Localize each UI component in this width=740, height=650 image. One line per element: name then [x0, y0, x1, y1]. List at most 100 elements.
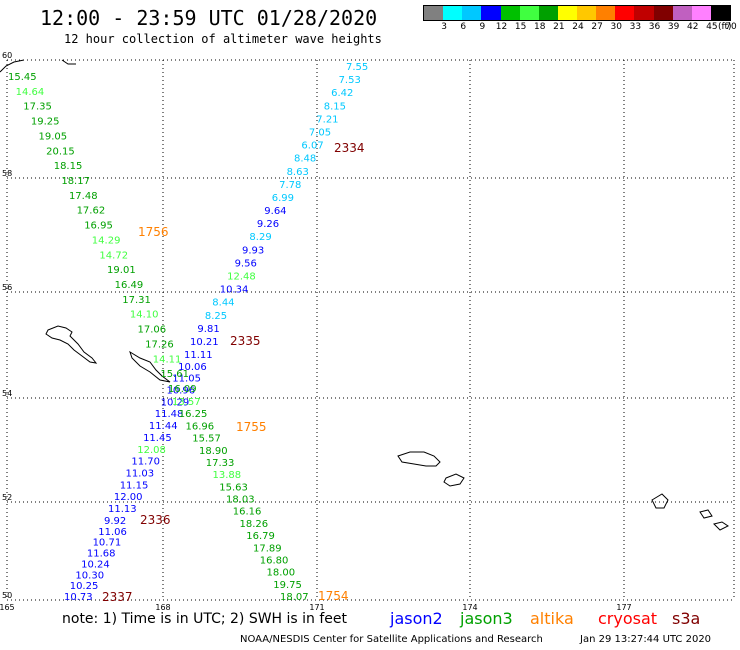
wave-height-value: 8.44 — [212, 298, 234, 309]
colorbar-swatch — [462, 6, 482, 20]
colorbar-label: 24 — [572, 22, 584, 32]
wave-height-value: 18.90 — [199, 446, 228, 457]
pass-time-label: 1754 — [318, 589, 349, 603]
pass-time-label: 1755 — [236, 420, 267, 434]
colorbar-swatch — [424, 6, 444, 20]
wave-height-value: 14.11 — [153, 354, 182, 365]
wave-height-value: 10.21 — [190, 337, 219, 348]
wave-height-value: 18.07 — [280, 592, 309, 603]
wave-height-value: 14.64 — [16, 87, 45, 98]
footer-note: note: 1) Time is in UTC; 2) SWH is in fe… — [62, 611, 348, 627]
wave-height-value: 18.00 — [267, 568, 296, 579]
wave-height-value: 19.01 — [107, 265, 136, 276]
wave-height-value: 12.48 — [227, 272, 256, 283]
coast-top-mid — [61, 59, 76, 65]
wave-height-value: 11.70 — [131, 457, 160, 468]
wave-height-value: 11.06 — [98, 527, 127, 538]
lon-label: 168 — [155, 603, 170, 612]
wave-height-value: 17.33 — [206, 458, 235, 469]
wave-height-value: 8.29 — [249, 232, 271, 243]
colorbar-swatch — [538, 6, 558, 20]
island-unalaska — [45, 325, 98, 364]
wave-height-value: 10.30 — [75, 570, 104, 581]
credit-text: NOAA/NESDIS Center for Satellite Applica… — [240, 634, 543, 645]
timestamp: Jan 29 13:27:44 UTC 2020 — [580, 634, 712, 645]
colorbar-unit: (ft) — [718, 22, 732, 32]
pass-time-label: 1756 — [138, 225, 169, 239]
colorbar-label: 21 — [553, 22, 565, 32]
wave-height-value: 16.96 — [186, 421, 215, 432]
pass-time-label: 2334 — [334, 141, 365, 155]
wave-height-value: 15.61 — [160, 369, 189, 380]
lat-label: 56 — [2, 283, 12, 292]
wave-height-value: 11.13 — [108, 504, 137, 515]
wave-height-value: 19.75 — [273, 580, 302, 591]
colorbar-labels: 3 6 9 12 15 18 21 24 27 30 33 36 39 42 45 70 — [423, 22, 736, 34]
wave-height-value: 11.03 — [126, 468, 155, 479]
wave-height-value: 6.42 — [331, 88, 353, 99]
colorbar-swatch — [672, 6, 692, 20]
lat-label: 58 — [2, 169, 12, 178]
wave-height-value: 7.21 — [316, 114, 338, 125]
colorbar-label: 9 — [479, 22, 486, 32]
wave-height-value: 11.45 — [143, 433, 172, 444]
satellite-legend-item: jason3 — [460, 609, 513, 628]
pass-time-label: 2335 — [230, 334, 261, 348]
colorbar-swatch — [557, 6, 577, 20]
map-subtitle: 12 hour collection of altimeter wave hei… — [64, 32, 382, 46]
wave-height-value: 11.44 — [149, 421, 178, 432]
coastline — [0, 59, 729, 531]
island-south-4 — [699, 509, 713, 519]
wave-height-value: 10.96 — [166, 386, 195, 397]
wave-height-value: 9.93 — [242, 245, 264, 256]
pass-time-label: 2336 — [140, 513, 171, 527]
colorbar-label: 30 — [610, 22, 622, 32]
wave-height-value: 10.25 — [70, 581, 99, 592]
wave-height-value: 17.31 — [122, 295, 151, 306]
wave-height-value: 9.64 — [264, 206, 286, 217]
wave-height-colorbar — [423, 5, 731, 21]
wave-height-value: 19.05 — [38, 131, 67, 142]
wave-height-value: 11.11 — [184, 350, 213, 361]
wave-height-value: 19.25 — [31, 117, 60, 128]
wave-height-value: 16.16 — [233, 507, 262, 518]
wave-height-value: 8.25 — [205, 311, 227, 322]
wave-height-value: 12.00 — [114, 492, 143, 503]
colorbar-swatch — [481, 6, 501, 20]
wave-height-value: 11.68 — [87, 549, 116, 560]
colorbar-label: 70 — [725, 22, 737, 32]
wave-height-value: 8.48 — [294, 154, 316, 165]
wave-height-value: 17.06 — [138, 325, 167, 336]
colorbar-swatch — [577, 6, 597, 20]
colorbar-swatch — [443, 6, 463, 20]
wave-height-value: 16.25 — [179, 409, 208, 420]
wave-height-value: 16.79 — [246, 531, 275, 542]
colorbar-swatch — [519, 6, 539, 20]
colorbar-label: 36 — [648, 22, 661, 32]
time-labels: 2334 2335 2336 2337 1756 1755 1754 — [102, 141, 365, 604]
colorbar-swatch — [691, 6, 711, 20]
wave-height-value: 9.26 — [257, 219, 279, 230]
colorbar-label: 33 — [629, 22, 642, 32]
wave-height-value: 11.05 — [172, 374, 201, 385]
island-unimak — [129, 350, 171, 383]
lat-label: 54 — [2, 389, 12, 398]
wave-height-value: 17.48 — [69, 191, 98, 202]
wave-height-value: 13.88 — [213, 470, 242, 481]
satellite-legend-item: altika — [530, 609, 574, 628]
colorbar-swatch — [653, 6, 673, 20]
wave-height-value: 10.34 — [220, 285, 249, 296]
lat-label: 60 — [2, 51, 12, 60]
wave-height-value: 10.73 — [64, 592, 93, 603]
axis-labels: 60 58 56 54 52 50 165 168 171 174 177 — [0, 51, 632, 612]
satellite-legend-item: jason2 — [390, 609, 443, 628]
colorbar-swatch — [615, 6, 635, 20]
wave-height-value: 18.15 — [54, 161, 83, 172]
wave-height-value: 17.26 — [145, 339, 174, 350]
colorbar-label: 18 — [534, 22, 546, 32]
wave-height-value: 15.63 — [219, 482, 248, 493]
wave-height-value: 14.10 — [130, 310, 159, 321]
wave-height-value: 20.15 — [46, 146, 75, 157]
wave-height-value: 17.35 — [23, 102, 52, 113]
colorbar-label: 42 — [687, 22, 699, 32]
